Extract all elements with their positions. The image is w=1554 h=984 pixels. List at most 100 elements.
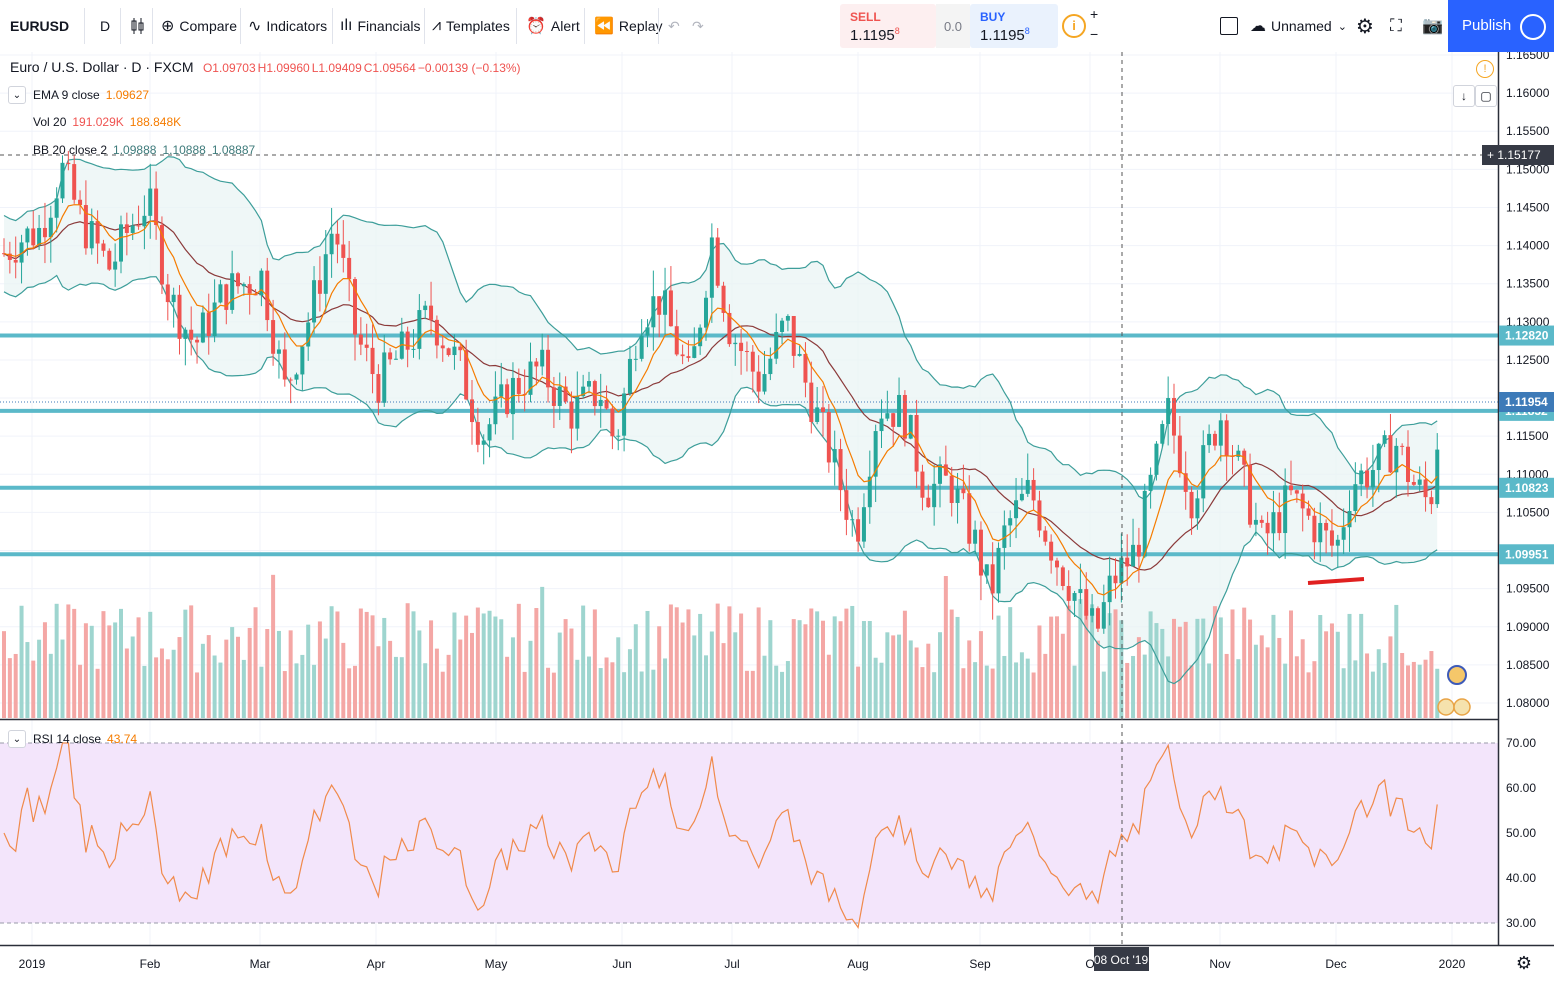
candle-body — [955, 488, 960, 503]
dividend-icon[interactable] — [1453, 698, 1471, 716]
ema-legend[interactable]: EMA 9 close 1.09627 — [33, 88, 155, 102]
volume-legend[interactable]: Vol 20 191.029K 188.848K — [33, 115, 187, 129]
volume-bar — [715, 603, 720, 718]
sell-price: 1.11958 — [850, 26, 900, 44]
redo-button[interactable]: ↷ — [692, 0, 704, 52]
volume-bar — [856, 666, 861, 718]
time-axis[interactable]: 2019 Feb Mar Apr May Jun Jul Aug Sep O Nov Dec 2020 — [19, 957, 1466, 971]
info-icon[interactable]: i — [1062, 14, 1086, 38]
qty-minus-button[interactable]: − — [1090, 26, 1099, 42]
alert-button[interactable]: ⏰ Alert — [526, 0, 580, 52]
candle-body — [516, 377, 521, 394]
rsi-axis[interactable]: 70.00 60.00 50.00 40.00 30.00 — [1506, 736, 1536, 930]
volume-bar — [744, 670, 749, 718]
high-value: H1.09960 — [257, 61, 310, 75]
volume-bar — [224, 639, 229, 718]
layout-name-button[interactable]: ☁ Unnamed ⌄ — [1250, 0, 1347, 52]
volume-bar — [499, 619, 504, 718]
collapse-legend-button[interactable]: ⌄ — [8, 86, 26, 104]
volume-bar — [1101, 671, 1106, 718]
fullscreen-button[interactable]: ⛶ — [1390, 0, 1402, 52]
candle-body — [224, 284, 229, 310]
volume-bar — [247, 627, 252, 718]
volume-bar — [1359, 613, 1364, 718]
publish-label: Publish — [1462, 17, 1512, 34]
publish-button[interactable]: Publish — [1448, 0, 1554, 52]
volume-bar — [1271, 614, 1276, 718]
candle-body — [411, 348, 416, 350]
candle-body — [312, 280, 317, 323]
symbol-legend: Euro / U.S. Dollar · D · FXCM O1.09703 H1… — [10, 59, 527, 75]
candle-body — [113, 261, 118, 270]
candle-body — [1324, 522, 1329, 531]
volume-bar — [236, 636, 240, 718]
dividend-icon[interactable] — [1437, 698, 1455, 716]
indicators-button[interactable]: ∿ Indicators — [248, 0, 327, 52]
volume-bar — [1218, 617, 1223, 718]
volume-bar — [1125, 662, 1130, 718]
rsi-legend[interactable]: RSI 14 close 43.74 — [33, 732, 143, 746]
compare-button[interactable]: ⊕ Compare — [161, 0, 237, 52]
candle-body — [1394, 445, 1399, 473]
candle-body — [130, 225, 135, 233]
candle-body — [31, 228, 36, 246]
volume-bar — [540, 586, 545, 718]
snapshot-button[interactable]: 📷 — [1422, 0, 1443, 52]
financials-label: Financials — [357, 18, 421, 34]
candle-body — [557, 386, 562, 406]
info-icon[interactable]: ! — [1476, 60, 1494, 78]
candle-body — [1002, 525, 1007, 548]
candle-body — [598, 399, 603, 407]
trend-drawing[interactable] — [1307, 577, 1365, 585]
candle-body — [1341, 527, 1346, 540]
candle-body — [470, 399, 474, 423]
redo-icon: ↷ — [692, 17, 704, 34]
volume-bar — [1300, 639, 1305, 718]
rsi-value: 43.74 — [107, 732, 138, 746]
volume-bar — [189, 605, 194, 718]
volume-bar — [124, 648, 129, 718]
layout-name-label: Unnamed — [1271, 18, 1332, 34]
time-tick-label: Mar — [250, 957, 271, 971]
candle-body — [973, 529, 978, 544]
sell-button[interactable]: SELL 1.11958 — [840, 4, 936, 48]
volume-bar — [785, 661, 790, 718]
settings-button[interactable]: ⚙ — [1356, 0, 1374, 52]
volume-bar — [551, 672, 556, 718]
candle-body — [1411, 482, 1416, 485]
candle-body — [335, 233, 340, 245]
candle-body — [739, 342, 744, 352]
volume-bar — [598, 668, 603, 718]
gear-icon[interactable]: ⚙ — [1516, 953, 1532, 973]
financials-button[interactable]: ılı Financials — [340, 0, 420, 52]
volume-bar — [183, 609, 188, 718]
volume-bar — [1248, 619, 1253, 718]
event-icon[interactable] — [1447, 665, 1467, 685]
maximize-pane-button[interactable]: ▢ — [1475, 85, 1497, 107]
undo-button[interactable]: ↶ — [668, 0, 680, 52]
toolbar-divider — [516, 8, 517, 44]
replay-button[interactable]: ⏪ Replay — [594, 0, 663, 52]
collapse-rsi-button[interactable]: ⌄ — [8, 730, 26, 748]
chart-canvas[interactable]: 1.16500 1.16000 1.15500 1.15000 1.14500 1.140… — [0, 52, 1554, 984]
volume-bar — [2, 631, 6, 718]
volume-bar — [335, 611, 340, 718]
time-tick-label: Aug — [847, 957, 868, 971]
toolbar-divider — [240, 8, 241, 44]
scroll-down-button[interactable]: ↓ — [1453, 85, 1475, 107]
volume-bar — [195, 672, 200, 718]
symbol-search[interactable]: EURUSD — [10, 18, 70, 34]
qty-plus-button[interactable]: + — [1090, 6, 1099, 22]
price-tick-label: 1.12500 — [1506, 353, 1550, 367]
layout-checkbox[interactable] — [1220, 17, 1238, 35]
volume-bar — [1289, 610, 1293, 718]
candle-body — [177, 294, 182, 339]
chart-type-button[interactable] — [130, 0, 146, 52]
buy-button[interactable]: BUY 1.11958 — [970, 4, 1058, 48]
templates-button[interactable]: ⩘ Templates — [432, 0, 510, 52]
interval-button[interactable]: D — [100, 18, 111, 34]
volume-bar — [370, 615, 375, 718]
candle-body — [218, 284, 223, 303]
candle-body — [984, 564, 989, 576]
bb-legend[interactable]: BB 20 close 2 1.09888 1.10888 1.08887 — [33, 143, 261, 157]
